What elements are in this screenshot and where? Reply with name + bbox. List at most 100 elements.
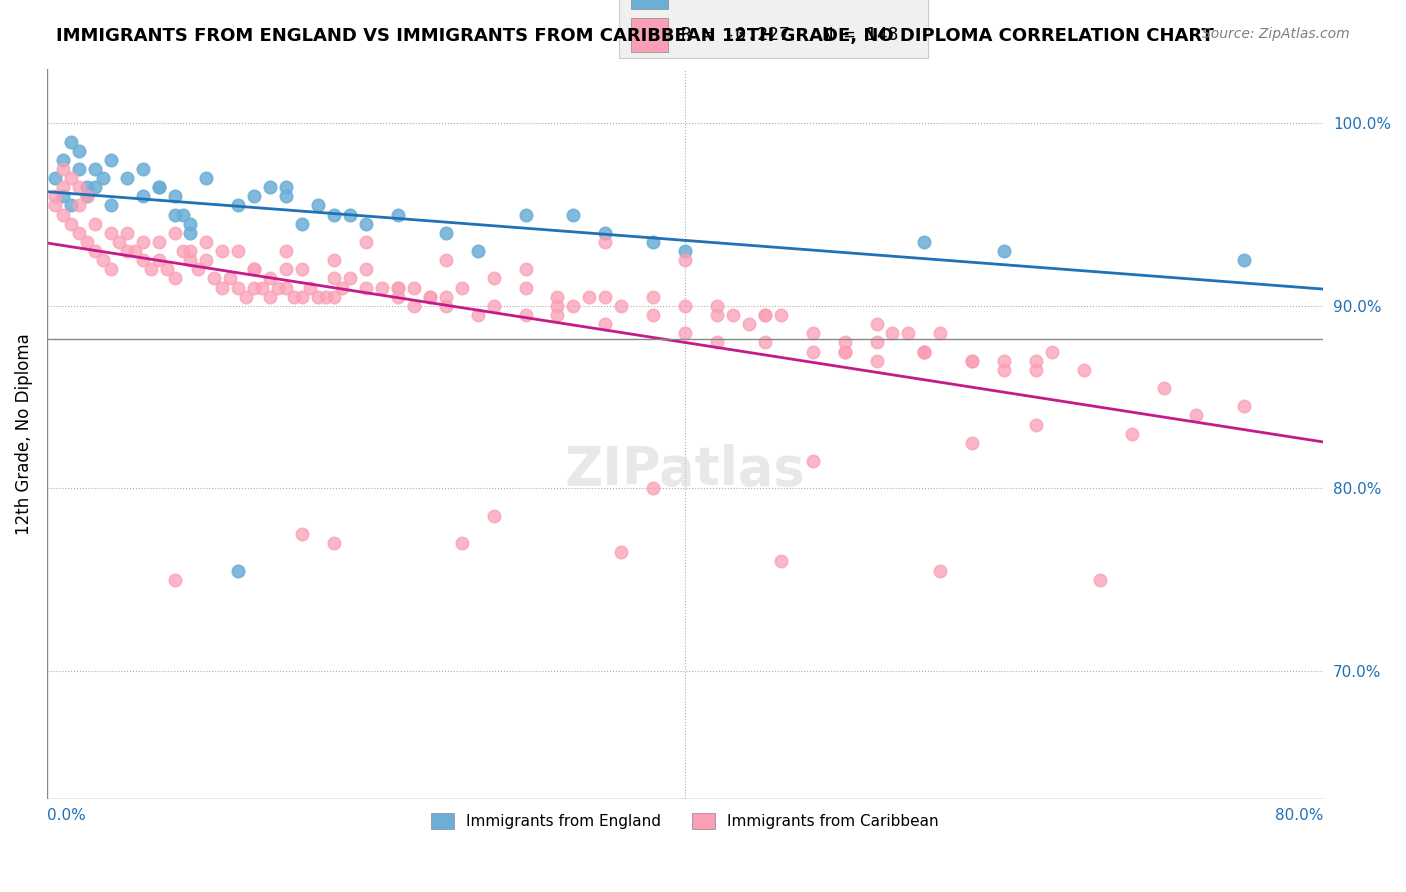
Point (163, 573, 186, 587)
Point (912, 344, 935, 359)
Point (323, 208, 346, 222)
Point (52, 161, 75, 176)
Point (163, 189, 186, 203)
Point (1232, 253, 1254, 268)
Point (962, 353, 984, 368)
Point (52, 208, 75, 222)
Point (738, 317, 761, 331)
Point (291, 217, 314, 231)
Point (172, 208, 194, 222)
Point (929, 326, 952, 341)
Point (434, 299, 457, 313)
Point (243, 280, 266, 294)
Point (291, 262, 314, 277)
Point (578, 290, 600, 304)
Point (387, 290, 409, 304)
Point (993, 244, 1015, 258)
Point (148, 180, 170, 194)
Point (546, 290, 568, 304)
Point (155, 262, 177, 277)
Point (76, 189, 98, 203)
Point (323, 271, 346, 285)
Point (865, 317, 887, 331)
Point (243, 189, 266, 203)
Point (131, 253, 153, 268)
Point (546, 299, 568, 313)
Point (276, 180, 298, 194)
Point (354, 262, 377, 277)
Point (67, 180, 90, 194)
Point (76, 189, 98, 203)
Point (643, 308, 665, 322)
Point (299, 280, 322, 294)
Point (419, 290, 441, 304)
Point (100, 226, 122, 240)
Point (67, 198, 90, 212)
Point (450, 280, 472, 294)
Point (100, 198, 122, 212)
Point (673, 299, 696, 313)
Point (315, 290, 337, 304)
Point (131, 235, 153, 249)
Point (307, 198, 329, 212)
Point (179, 244, 201, 258)
Point (882, 326, 904, 341)
Point (673, 244, 696, 258)
Point (1025, 363, 1047, 377)
Point (228, 280, 250, 294)
Point (434, 253, 457, 268)
Point (546, 308, 568, 322)
Point (83, 180, 105, 194)
Point (769, 308, 792, 322)
Point (595, 290, 617, 304)
Point (202, 271, 225, 285)
Point (865, 353, 887, 368)
Point (211, 244, 233, 258)
Point (44, 198, 66, 212)
Point (673, 253, 696, 268)
Point (754, 308, 776, 322)
Point (610, 299, 633, 313)
Y-axis label: 12th Grade, No Diploma: 12th Grade, No Diploma (15, 333, 32, 534)
Point (67, 161, 90, 176)
Point (52, 189, 75, 203)
Point (259, 180, 281, 194)
Point (929, 564, 952, 578)
Point (912, 344, 935, 359)
Point (148, 253, 170, 268)
Point (354, 217, 377, 231)
Point (115, 244, 138, 258)
Point (562, 208, 585, 222)
Point (834, 344, 856, 359)
Text: 80.0%: 80.0% (1275, 808, 1323, 823)
Point (115, 226, 138, 240)
Point (801, 454, 824, 468)
Point (721, 308, 744, 322)
Point (195, 171, 218, 186)
Point (235, 290, 257, 304)
Point (1184, 409, 1206, 423)
Point (107, 235, 129, 249)
Point (276, 262, 298, 277)
Point (434, 290, 457, 304)
Point (307, 290, 329, 304)
Point (276, 244, 298, 258)
Point (515, 280, 537, 294)
Point (259, 271, 281, 285)
Point (912, 235, 935, 249)
Point (1025, 417, 1047, 432)
Point (387, 280, 409, 294)
Point (387, 208, 409, 222)
Point (402, 299, 425, 313)
Point (1153, 381, 1175, 395)
Point (754, 335, 776, 350)
Point (706, 335, 728, 350)
Point (163, 271, 186, 285)
Point (52, 153, 75, 167)
Point (993, 353, 1015, 368)
Point (643, 482, 665, 496)
Point (91, 253, 114, 268)
Text: R = -0.109   N = 47: R = -0.109 N = 47 (681, 0, 887, 1)
Point (323, 536, 346, 550)
Point (515, 208, 537, 222)
